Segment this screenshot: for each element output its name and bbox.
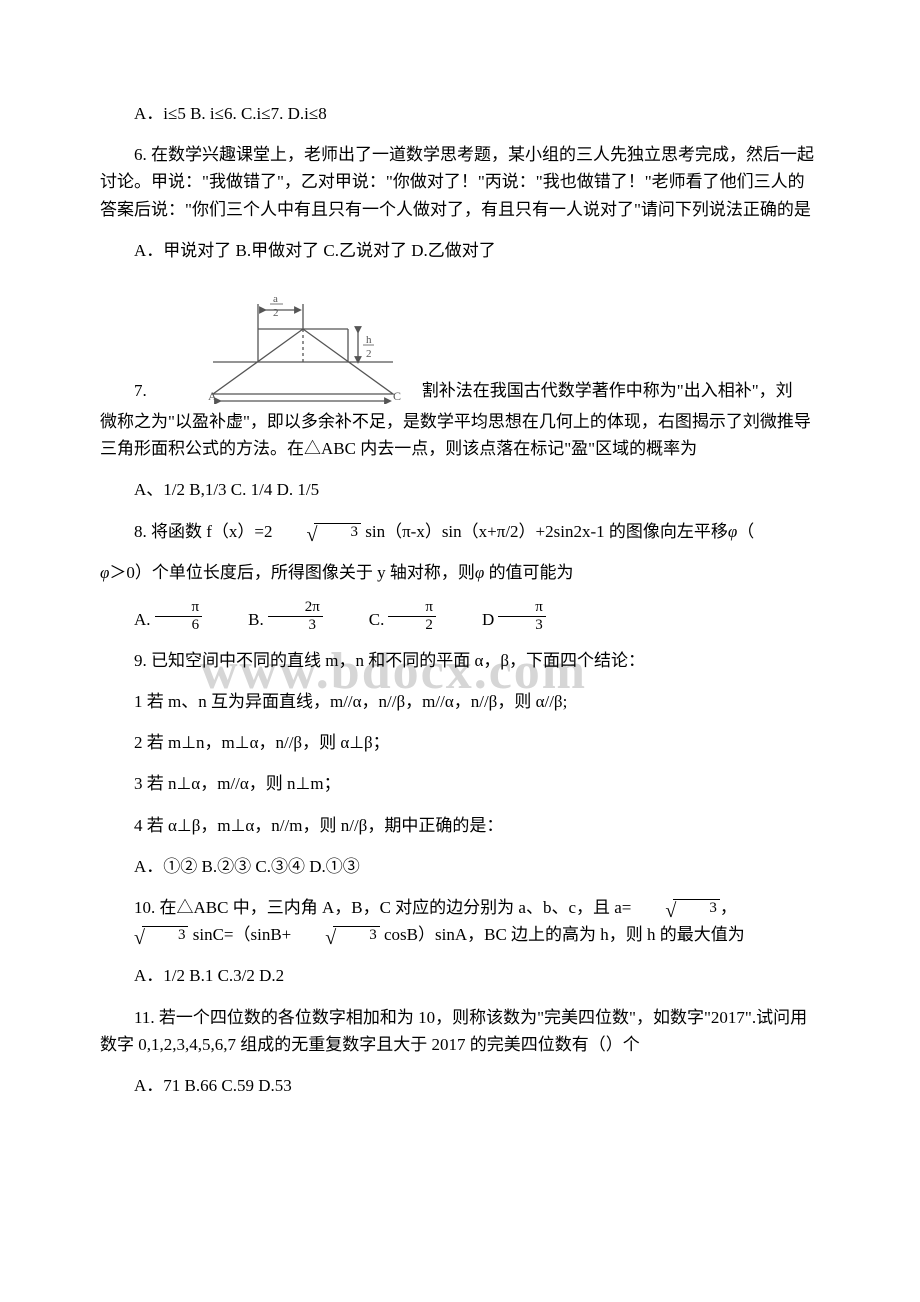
svg-text:2: 2 [273, 307, 279, 319]
q8-gt0: ＞0 [109, 563, 135, 582]
q8-contd: 的值可能为 [484, 563, 573, 582]
q8-optC-frac: π2 [388, 600, 436, 633]
q10-mid: sinC=（sinB+ [188, 925, 291, 944]
q6-text: 6. 在数学兴趣课堂上，老师出了一道数学思考题，某小组的三人先独立思考完成，然后… [100, 141, 820, 223]
document-body: A．i≤5 B. i≤6. C.i≤7. D.i≤8 6. 在数学兴趣课堂上，老… [100, 100, 820, 1099]
q11-text: 11. 若一个四位数的各位数字相加和为 10，则称该数为"完美四位数"，如数字"… [100, 1004, 820, 1058]
svg-text:A: A [208, 389, 217, 403]
svg-text:h: h [366, 334, 372, 346]
q5-options: A．i≤5 B. i≤6. C.i≤7. D.i≤8 [100, 100, 820, 127]
q7-row: 7. a 2 h [100, 284, 820, 404]
q6-options: A．甲说对了 B.甲做对了 C.乙说对了 D.乙做对了 [100, 237, 820, 264]
q8-cont: φ＞0）个单位长度后，所得图像关于 y 轴对称，则φ 的值可能为 [100, 559, 820, 586]
q11-options: A．71 B.66 C.59 D.53 [100, 1072, 820, 1099]
q8-prefix: 8. 将函数 f（x）=2 [134, 522, 273, 541]
q8-phi: φ [728, 522, 737, 541]
q8-contc: ）个单位长度后，所得图像关于 y 轴对称，则 [135, 563, 475, 582]
q9-text: 9. 已知空间中不同的直线 m，n 和不同的平面 α，β，下面四个结论： [100, 647, 820, 674]
q10-text: 10. 在△ABC 中，三内角 A，B，C 对应的边分别为 a、b、c，且 a=… [100, 894, 820, 948]
q9-options: A．①② B.②③ C.③④ D.①③ [100, 853, 820, 880]
q7-text-after-part: 割补法在我国古代数学著作中称为"出入相补"，刘 [422, 377, 793, 404]
q10-gap: ， [720, 898, 737, 917]
q8-optA-l: A. [100, 606, 151, 633]
q8-options: A. π6 B. 2π3 C. π2 D π3 [100, 600, 820, 633]
q7-diagram: a 2 h 2 A C [198, 284, 408, 404]
q8-optB-l: B. [214, 606, 264, 633]
svg-text:2: 2 [366, 348, 372, 360]
q10-options: A．1/2 B.1 C.3/2 D.2 [100, 962, 820, 989]
q8-sqrt3-a: √3 [273, 523, 361, 543]
q7-lead: 7. [100, 377, 147, 404]
q8-phi2: φ [475, 563, 484, 582]
q7-options: A、1/2 B,1/3 C. 1/4 D. 1/5 [100, 476, 820, 503]
q9-s4: 4 若 α⊥β，m⊥α，n//m，则 n//β，期中正确的是： [100, 812, 820, 839]
q10-sqrt3-c: √3 [291, 926, 379, 946]
q8-optD-frac: π3 [498, 600, 546, 633]
q8-phi-b: φ [100, 563, 109, 582]
q7-text-remain: 微称之为"以盈补虚"，即以多余补不足，是数学平均思想在几何上的体现，右图揭示了刘… [100, 408, 820, 462]
q8-optC-l: C. [335, 606, 385, 633]
q10-pre: 10. 在△ABC 中，三内角 A，B，C 对应的边分别为 a、b、c，且 a= [134, 898, 631, 917]
q8-paren: （ [737, 522, 754, 541]
q10-sqrt3-a: √3 [631, 899, 719, 919]
q8-optA-frac: π6 [155, 600, 203, 633]
q8-optD-l: D [448, 606, 494, 633]
q10-sqrt3-b: √3 [100, 926, 188, 946]
q8-optB-frac: 2π3 [268, 600, 323, 633]
q9-s3: 3 若 n⊥α，m//α，则 n⊥m； [100, 770, 820, 797]
q10-tail: cosB）sinA，BC 边上的高为 h，则 h 的最大值为 [380, 925, 745, 944]
q9-s1: 1 若 m、n 互为异面直线，m//α，n//β，m//α，n//β，则 α//… [100, 688, 820, 715]
q8-text: 8. 将函数 f（x）=2√3 sin（π-x）sin（x+π/2）+2sin2… [100, 518, 820, 545]
q8-mid: sin（π-x）sin（x+π/2）+2sin2x-1 的图像向左平移 [361, 522, 728, 541]
svg-text:a: a [273, 293, 278, 305]
svg-text:C: C [393, 389, 401, 403]
q9-s2: 2 若 m⊥n，m⊥α，n//β，则 α⊥β； [100, 729, 820, 756]
